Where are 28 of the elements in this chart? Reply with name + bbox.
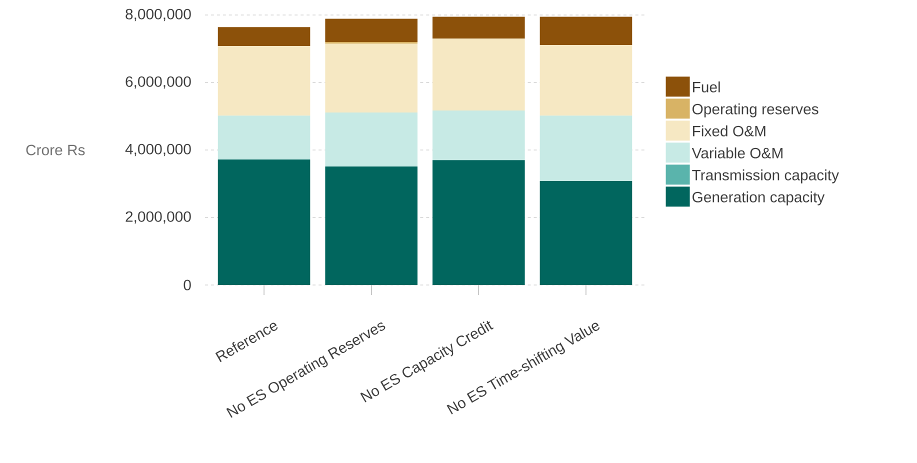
- y-axis-title: Crore Rs: [26, 144, 85, 156]
- legend-label: Operating reserves: [692, 103, 818, 118]
- bar: [218, 116, 310, 160]
- bar: [325, 18, 418, 42]
- legend-label: Variable O&M: [692, 147, 782, 158]
- y-tick-label: 8,000,000: [126, 8, 191, 22]
- legend-label: Transmission capacity: [692, 169, 839, 184]
- bar: [540, 45, 632, 116]
- bar: [325, 112, 418, 167]
- y-tick-label: 6,000,000: [126, 76, 191, 89]
- y-tick-label: 2,000,000: [126, 211, 191, 224]
- bar: [432, 160, 525, 285]
- bar: [218, 46, 310, 116]
- bar: [540, 116, 632, 182]
- bar: [432, 38, 525, 111]
- legend-label: Fixed O&M: [693, 125, 766, 136]
- bar: [325, 166, 418, 285]
- bar: [218, 159, 310, 285]
- bar: [540, 16, 632, 46]
- bar: [218, 27, 310, 46]
- legend-label: Generation capacity: [692, 191, 825, 206]
- y-tick-label: 4,000,000: [125, 144, 191, 156]
- bar: [325, 44, 418, 113]
- bar: [540, 181, 632, 285]
- bar: [432, 110, 525, 160]
- legend-label: Fuel: [693, 81, 720, 92]
- y-tick-label: 0: [184, 280, 191, 290]
- bar: [432, 16, 525, 39]
